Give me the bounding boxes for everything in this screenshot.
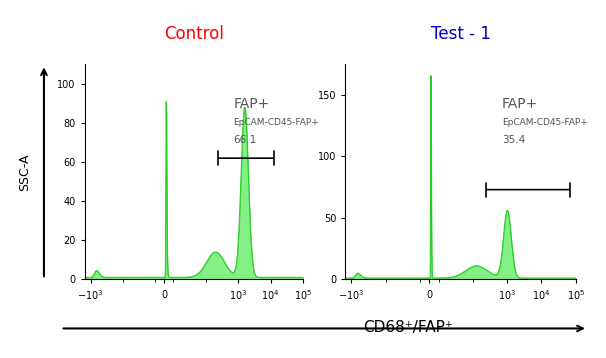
Text: CD68⁺/FAP⁺: CD68⁺/FAP⁺ [364,320,453,335]
Text: EpCAM-CD45-FAP+: EpCAM-CD45-FAP+ [233,118,319,127]
Text: Test - 1: Test - 1 [431,25,490,43]
Text: Control: Control [164,25,224,43]
Text: FAP+: FAP+ [502,97,538,111]
Text: EpCAM-CD45-FAP+: EpCAM-CD45-FAP+ [502,118,588,127]
Text: SSC-A: SSC-A [18,153,31,190]
Text: 66.1: 66.1 [233,135,256,145]
Text: 35.4: 35.4 [502,135,525,145]
Text: FAP+: FAP+ [233,97,270,111]
